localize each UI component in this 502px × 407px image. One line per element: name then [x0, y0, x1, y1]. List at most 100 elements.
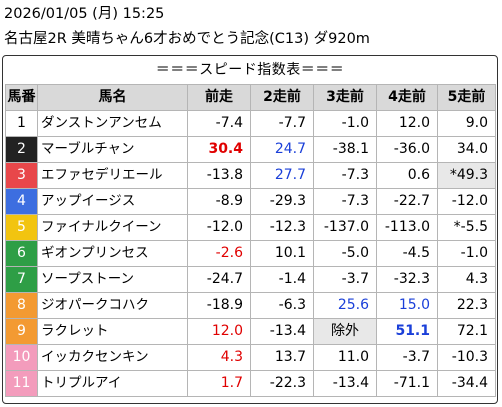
speed-index-table: 馬番 馬名 前走 2走前 3走前 4走前 5走前 1 ダンストンアンセム -7.4-…: [5, 84, 496, 397]
table-row: 5 ファイナルクイーン -12.0 -12.3 -137.0 -113.0 *-5.5: [5, 214, 496, 241]
col-header-2-races-ago: 2走前: [250, 84, 314, 111]
table-row: 6 ギオンプリンセス -2.6 10.1 -5.0 -4.5 -1.0: [5, 240, 496, 267]
speed-index-cell: -29.3: [250, 188, 314, 215]
speed-index-cell: -13.8: [187, 162, 251, 189]
race-title: 名古屋2R 美晴ちゃん6才おめでとう記念(C13) ダ920m: [4, 31, 370, 47]
speed-index-cell: -3.7: [313, 266, 377, 293]
speed-index-cell: -71.1: [376, 370, 438, 397]
post-number: 5: [5, 214, 38, 241]
speed-index-cell: -38.1: [313, 136, 377, 163]
horse-name: ラクレット: [37, 318, 188, 345]
post-number: 4: [5, 188, 38, 215]
horse-name: マーブルチャン: [37, 136, 188, 163]
speed-index-cell: -1.0: [437, 240, 496, 267]
speed-index-cell: 25.6: [313, 292, 377, 319]
speed-index-cell: 72.1: [437, 318, 496, 345]
col-header-4-races-ago: 4走前: [376, 84, 438, 111]
speed-index-cell: -10.3: [437, 344, 496, 371]
speed-index-cell: -7.3: [313, 162, 377, 189]
post-number: 10: [5, 344, 38, 371]
horse-name: ジオパークコハク: [37, 292, 188, 319]
speed-index-cell: 27.7: [250, 162, 314, 189]
post-number: 11: [5, 370, 38, 397]
post-number: 9: [5, 318, 38, 345]
post-number: 3: [5, 162, 38, 189]
table-row: 4 アップイージス -8.9 -29.3 -7.3 -22.7 -12.0: [5, 188, 496, 215]
speed-index-cell: -8.9: [187, 188, 251, 215]
horse-name: ファイナルクイーン: [37, 214, 188, 241]
horse-name: ギオンプリンセス: [37, 240, 188, 267]
speed-index-cell: -1.0: [313, 110, 377, 137]
speed-index-cell: 0.6: [376, 162, 438, 189]
speed-index-cell: -3.7: [376, 344, 438, 371]
speed-index-cell: 30.4: [187, 136, 251, 163]
speed-index-cell: -12.0: [437, 188, 496, 215]
speed-index-cell: 12.0: [376, 110, 438, 137]
speed-index-cell: 4.3: [187, 344, 251, 371]
speed-index-cell: 12.0: [187, 318, 251, 345]
speed-index-cell: *49.3: [437, 162, 496, 189]
speed-index-cell: 22.3: [437, 292, 496, 319]
speed-index-cell: 除外: [313, 318, 377, 345]
speed-index-cell: 11.0: [313, 344, 377, 371]
horse-name: ソープストーン: [37, 266, 188, 293]
col-header-horse-name: 馬名: [37, 84, 188, 111]
post-number: 7: [5, 266, 38, 293]
speed-index-cell: 15.0: [376, 292, 438, 319]
speed-index-cell: 10.1: [250, 240, 314, 267]
speed-index-cell: *-5.5: [437, 214, 496, 241]
speed-index-cell: -18.9: [187, 292, 251, 319]
post-number: 8: [5, 292, 38, 319]
post-number: 6: [5, 240, 38, 267]
speed-index-cell: -6.3: [250, 292, 314, 319]
col-header-5-races-ago: 5走前: [437, 84, 496, 111]
col-header-number: 馬番: [5, 84, 38, 111]
speed-index-cell: -34.4: [437, 370, 496, 397]
speed-index-cell: -137.0: [313, 214, 377, 241]
horse-name: エファセデリエール: [37, 162, 188, 189]
speed-index-cell: -7.7: [250, 110, 314, 137]
table-row: 11 トリプルアイ 1.7 -22.3 -13.4 -71.1 -34.4: [5, 370, 496, 397]
table-row: 3 エファセデリエール -13.8 27.7 -7.3 0.6 *49.3: [5, 162, 496, 189]
table-row: 10 イッカクセンキン 4.3 13.7 11.0 -3.7 -10.3: [5, 344, 496, 371]
horse-name: アップイージス: [37, 188, 188, 215]
table-row: 1 ダンストンアンセム -7.4 -7.7 -1.0 12.0 9.0: [5, 110, 496, 137]
speed-index-cell: -13.4: [313, 370, 377, 397]
post-number: 1: [5, 110, 38, 137]
header-row: 馬番 馬名 前走 2走前 3走前 4走前 5走前: [5, 84, 496, 111]
speed-index-cell: 1.7: [187, 370, 251, 397]
speed-index-cell: -12.3: [250, 214, 314, 241]
speed-index-panel: ＝＝＝スピード指数表＝＝＝ 馬番 馬名 前走 2走前 3走前 4走前 5走前 1…: [2, 55, 498, 404]
table-row: 8 ジオパークコハク -18.9 -6.3 25.6 15.0 22.3: [5, 292, 496, 319]
speed-index-cell: 4.3: [437, 266, 496, 293]
horse-name: トリプルアイ: [37, 370, 188, 397]
speed-index-cell: 34.0: [437, 136, 496, 163]
post-number: 2: [5, 136, 38, 163]
speed-index-cell: -13.4: [250, 318, 314, 345]
horse-name: イッカクセンキン: [37, 344, 188, 371]
speed-index-cell: -4.5: [376, 240, 438, 267]
speed-index-cell: -5.0: [313, 240, 377, 267]
speed-index-cell: 51.1: [376, 318, 438, 345]
horse-name: ダンストンアンセム: [37, 110, 188, 137]
col-header-last-race: 前走: [187, 84, 251, 111]
speed-index-cell: -22.3: [250, 370, 314, 397]
speed-index-cell: -36.0: [376, 136, 438, 163]
speed-index-cell: -24.7: [187, 266, 251, 293]
speed-index-cell: -2.6: [187, 240, 251, 267]
speed-index-cell: -12.0: [187, 214, 251, 241]
speed-index-cell: -7.4: [187, 110, 251, 137]
speed-index-cell: -7.3: [313, 188, 377, 215]
date-time: 2026/01/05 (月) 15:25: [4, 6, 165, 22]
speed-index-cell: -32.3: [376, 266, 438, 293]
speed-index-cell: 9.0: [437, 110, 496, 137]
speed-index-cell: -1.4: [250, 266, 314, 293]
speed-index-cell: 13.7: [250, 344, 314, 371]
col-header-3-races-ago: 3走前: [313, 84, 377, 111]
speed-index-cell: 24.7: [250, 136, 314, 163]
table-row: 2 マーブルチャン 30.4 24.7 -38.1 -36.0 34.0: [5, 136, 496, 163]
speed-index-cell: -113.0: [376, 214, 438, 241]
table-row: 9 ラクレット 12.0 -13.4 除外 51.1 72.1: [5, 318, 496, 345]
table-caption: ＝＝＝スピード指数表＝＝＝: [155, 62, 345, 78]
table-row: 7 ソープストーン -24.7 -1.4 -3.7 -32.3 4.3: [5, 266, 496, 293]
